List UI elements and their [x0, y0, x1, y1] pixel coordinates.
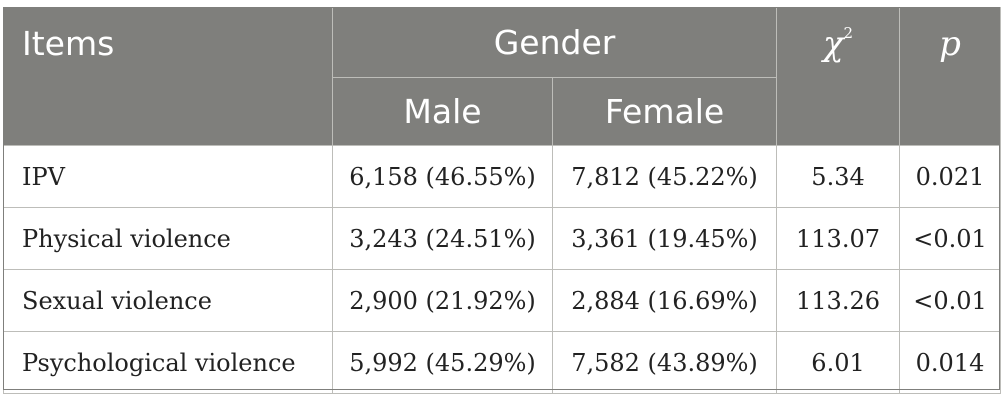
row-female: 7,582 (43.89%): [551, 331, 778, 394]
row-male: 6,158 (46.55%): [332, 145, 553, 208]
table-row: Physical violence 3,243 (24.51%) 3,361 (…: [3, 207, 1002, 270]
row-female: 2,884 (16.69%): [551, 269, 778, 332]
row-item: Sexual violence: [3, 269, 333, 332]
row-female: 3,361 (19.45%): [551, 207, 778, 270]
row-item: IPV: [3, 145, 333, 208]
table-row: IPV 6,158 (46.55%) 7,812 (45.22%) 5.34 0…: [3, 145, 1002, 208]
gender-violence-table: Items Gender χ2 p Male Female IPV 6,158 …: [3, 7, 1002, 394]
chi-superscript: 2: [843, 24, 854, 42]
table-row: Sexual violence 2,900 (21.92%) 2,884 (16…: [3, 269, 1002, 332]
header-chi-square: χ2: [776, 7, 901, 146]
row-p: <0.01: [899, 269, 1002, 332]
data-table-container: Items Gender χ2 p Male Female IPV 6,158 …: [3, 7, 1002, 394]
row-chi2: 5.34: [776, 145, 901, 208]
row-female: 7,812 (45.22%): [551, 145, 778, 208]
row-chi2: 113.26: [776, 269, 901, 332]
row-p: 0.021: [899, 145, 1002, 208]
row-p: 0.014: [899, 331, 1002, 394]
row-male: 2,900 (21.92%): [332, 269, 553, 332]
row-male: 5,992 (45.29%): [332, 331, 553, 394]
table-body: IPV 6,158 (46.55%) 7,812 (45.22%) 5.34 0…: [3, 145, 1002, 394]
chi-symbol: χ: [822, 24, 844, 64]
table-row: Psychological violence 5,992 (45.29%) 7,…: [3, 331, 1002, 394]
table-header: Items Gender χ2 p Male Female: [3, 7, 1002, 146]
header-items: Items: [3, 7, 333, 146]
header-gender: Gender: [331, 7, 778, 78]
row-chi2: 113.07: [776, 207, 901, 270]
row-p: <0.01: [899, 207, 1002, 270]
header-p-value: p: [899, 7, 1002, 146]
header-male: Male: [332, 77, 553, 146]
header-female: Female: [551, 77, 778, 146]
row-item: Physical violence: [3, 207, 333, 270]
row-item: Psychological violence: [3, 331, 333, 394]
row-chi2: 6.01: [776, 331, 901, 394]
row-male: 3,243 (24.51%): [332, 207, 553, 270]
